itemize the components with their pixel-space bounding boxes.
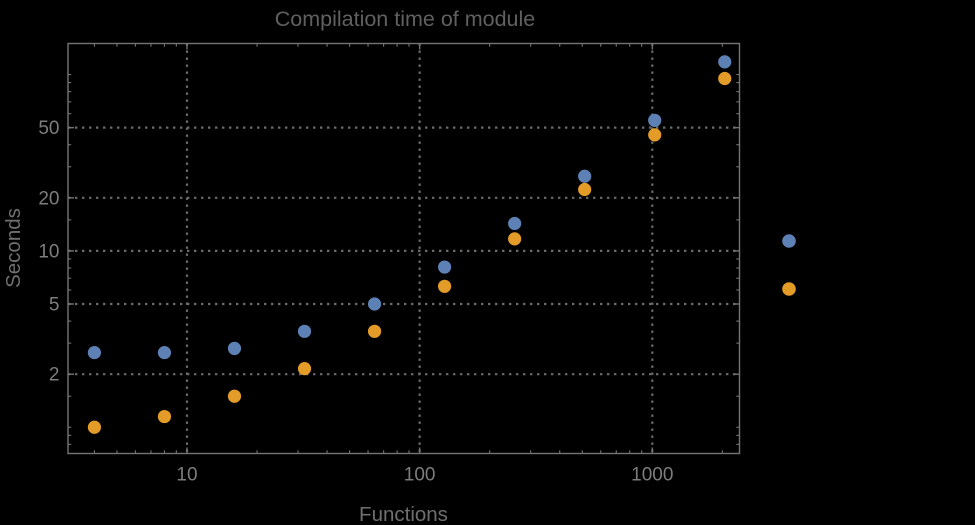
data-points xyxy=(87,55,732,434)
data-point-series-1-blue xyxy=(718,55,732,69)
y-tick-labels: 2 5 10 20 50 xyxy=(38,118,59,386)
x-tick-label: 100 xyxy=(404,465,436,486)
x-tick-label: 1000 xyxy=(631,465,673,486)
y-tick-label: 2 xyxy=(49,365,60,386)
data-point-series-1-blue xyxy=(297,324,312,338)
chart-title: Compilation time of module xyxy=(275,7,536,31)
data-point-series-2-orange xyxy=(297,362,312,376)
data-point-series-1-blue xyxy=(508,216,522,231)
data-point-series-1-blue xyxy=(157,346,172,360)
data-point-series-1-blue xyxy=(227,341,242,356)
data-point-series-1-blue xyxy=(87,346,102,360)
x-axis-label: Functions xyxy=(359,503,448,525)
legend-marker xyxy=(782,234,796,248)
y-tick-label: 10 xyxy=(38,241,59,262)
y-tick-label: 50 xyxy=(38,118,59,139)
plot-frame xyxy=(67,42,741,455)
data-point-series-1-blue xyxy=(437,260,452,274)
y-tick-label: 5 xyxy=(49,295,60,316)
data-point-series-2-orange xyxy=(87,420,102,434)
data-point-series-2-orange xyxy=(367,324,382,338)
data-point-series-2-orange xyxy=(718,71,732,86)
data-point-series-2-orange xyxy=(227,389,242,403)
data-point-series-2-orange xyxy=(437,279,452,293)
y-tick-label: 20 xyxy=(38,188,59,209)
data-point-series-2-orange xyxy=(157,409,172,424)
gridlines xyxy=(68,43,740,454)
data-point-series-1-blue xyxy=(648,113,662,127)
data-point-series-1-blue xyxy=(367,297,382,311)
axis-ticks xyxy=(68,43,740,454)
data-point-series-2-orange xyxy=(508,232,522,246)
x-tick-labels: 10 100 1000 xyxy=(176,465,673,486)
legend-marker xyxy=(782,282,796,296)
legend-markers xyxy=(782,234,796,296)
x-tick-label: 10 xyxy=(176,465,197,486)
data-point-series-2-orange xyxy=(648,128,662,142)
data-point-series-2-orange xyxy=(578,182,592,197)
y-axis-label: Seconds xyxy=(2,208,25,288)
data-point-series-1-blue xyxy=(578,169,592,183)
